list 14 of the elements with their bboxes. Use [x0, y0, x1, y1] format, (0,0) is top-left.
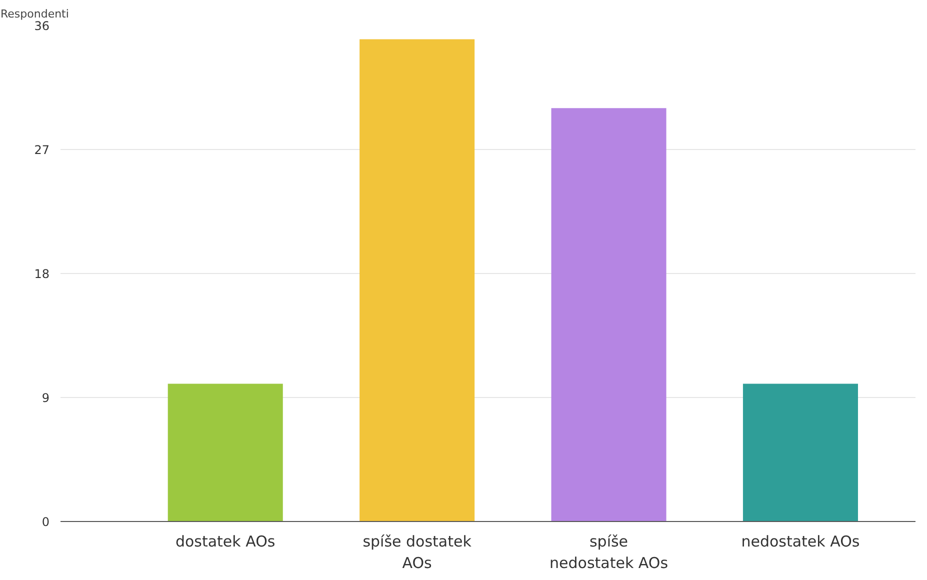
x-tick-label: spíše dostatek AOs	[362, 532, 472, 572]
y-tick-label: 18	[34, 267, 50, 281]
y-tick-label: 27	[34, 143, 50, 157]
bar	[551, 108, 666, 522]
bar	[742, 384, 858, 522]
y-tick-label: 0	[42, 515, 50, 529]
y-tick-label: 36	[34, 19, 50, 33]
x-tick-label: nedostatek AOs	[741, 532, 860, 550]
x-tick-label: spíše nedostatek AOs	[550, 532, 668, 572]
x-tick-label: dostatek AOs	[175, 532, 276, 550]
bar	[168, 384, 283, 522]
bar	[360, 39, 475, 522]
y-axis-title: Respondenti	[0, 8, 69, 20]
y-tick-label: 9	[42, 391, 50, 405]
